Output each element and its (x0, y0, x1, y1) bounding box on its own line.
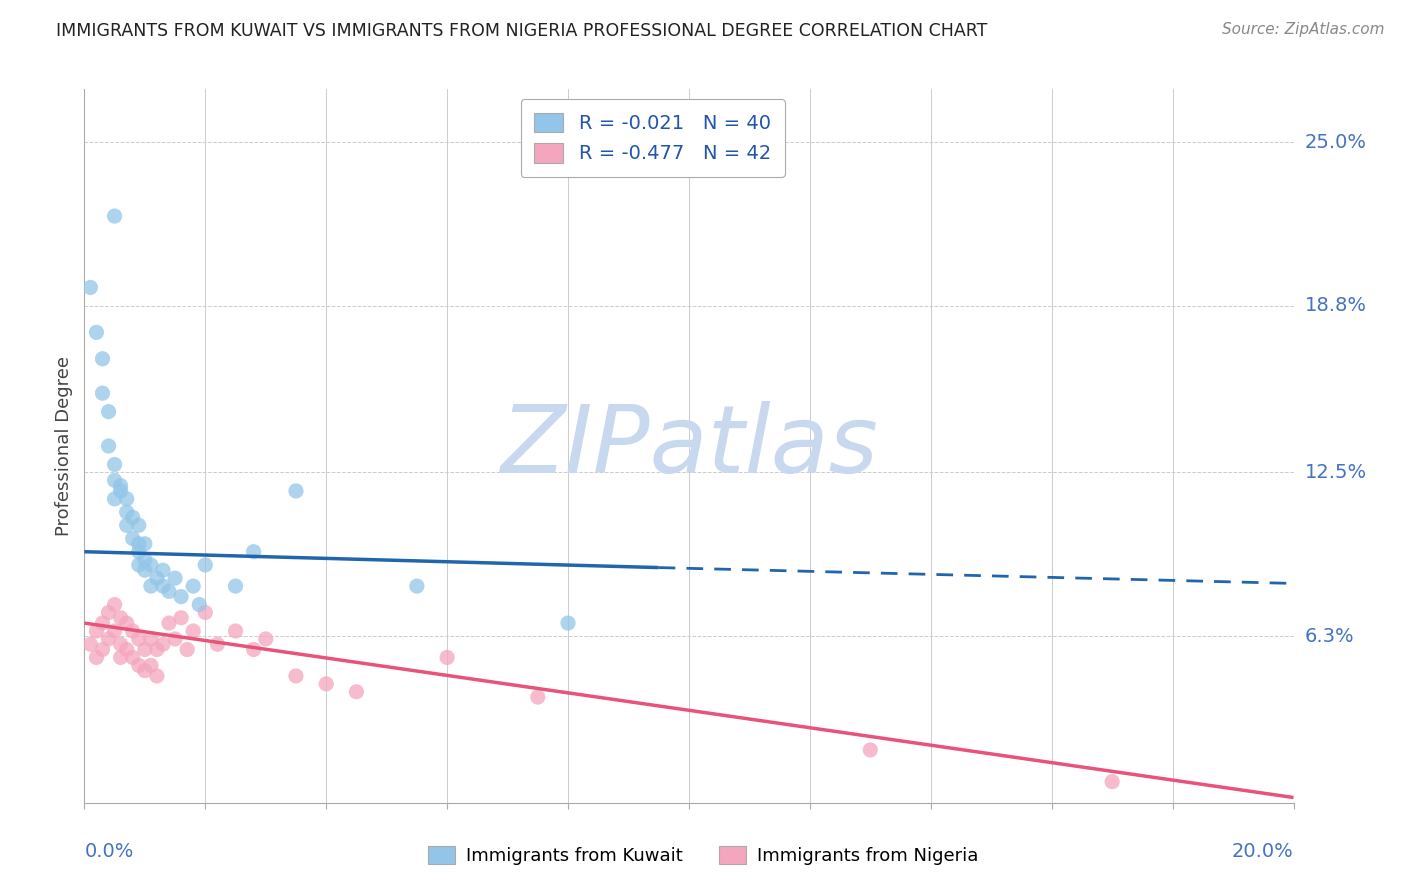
Point (188, 598, 211, 612)
Point (242, 642, 264, 657)
Text: IMMIGRANTS FROM KUWAIT VS IMMIGRANTS FROM NIGERIA PROFESSIONAL DEGREE CORRELATIO: IMMIGRANTS FROM KUWAIT VS IMMIGRANTS FRO… (56, 22, 987, 40)
Point (128, 518, 150, 533)
Point (115, 518, 138, 533)
Point (104, 474, 127, 488)
Point (152, 563, 174, 577)
Point (110, 478, 132, 492)
Point (110, 637, 132, 651)
Text: 12.5%: 12.5% (1305, 463, 1367, 482)
Point (284, 483, 308, 498)
Point (225, 579, 247, 593)
Point (86, 326, 108, 340)
Point (104, 624, 127, 638)
Point (146, 669, 169, 683)
Point (134, 552, 156, 566)
Point (225, 624, 247, 638)
Point (146, 571, 169, 585)
Point (194, 558, 217, 572)
Point (170, 611, 193, 625)
Point (128, 537, 150, 551)
Point (315, 677, 337, 691)
Point (1101, 774, 1123, 789)
Point (128, 632, 150, 646)
Text: 20.0%: 20.0% (1232, 842, 1294, 861)
Point (176, 642, 198, 657)
Point (91, 351, 114, 366)
Point (526, 690, 548, 704)
Point (157, 616, 180, 631)
Point (104, 491, 127, 506)
Point (163, 571, 186, 585)
Point (157, 584, 180, 599)
Point (859, 743, 882, 757)
Point (91, 616, 114, 631)
Point (152, 637, 174, 651)
Point (134, 537, 156, 551)
Point (121, 510, 143, 524)
Point (128, 658, 150, 673)
Point (346, 685, 368, 699)
Point (110, 483, 132, 498)
Point (128, 558, 150, 572)
Point (152, 579, 174, 593)
Point (146, 642, 169, 657)
Point (97, 404, 120, 418)
Point (181, 579, 204, 593)
Point (115, 616, 138, 631)
Point (406, 579, 429, 593)
Point (163, 632, 186, 646)
Point (139, 558, 162, 572)
Point (139, 658, 162, 673)
Point (110, 611, 132, 625)
Text: Source: ZipAtlas.com: Source: ZipAtlas.com (1222, 22, 1385, 37)
Point (104, 458, 127, 472)
Point (91, 642, 114, 657)
Y-axis label: Professional Degree: Professional Degree (55, 356, 73, 536)
Legend: R = -0.021   N = 40, R = -0.477   N = 42: R = -0.021 N = 40, R = -0.477 N = 42 (520, 99, 785, 177)
Point (97, 606, 120, 620)
Point (207, 637, 229, 651)
Point (115, 505, 138, 519)
Point (254, 632, 277, 646)
Point (181, 624, 204, 638)
Text: 18.8%: 18.8% (1305, 296, 1367, 316)
Point (128, 545, 150, 559)
Point (139, 632, 162, 646)
Text: 0.0%: 0.0% (84, 842, 134, 861)
Point (110, 650, 132, 665)
Point (121, 532, 143, 546)
Point (436, 650, 458, 665)
Text: 25.0%: 25.0% (1305, 133, 1367, 152)
Point (115, 491, 138, 506)
Point (121, 650, 143, 665)
Point (194, 606, 217, 620)
Point (242, 545, 264, 559)
Point (97, 439, 120, 453)
Point (86, 624, 108, 638)
Point (121, 624, 143, 638)
Point (79, 637, 101, 651)
Text: 6.3%: 6.3% (1305, 627, 1354, 646)
Point (104, 598, 127, 612)
Point (557, 616, 579, 631)
Point (86, 650, 108, 665)
Point (284, 669, 308, 683)
Point (104, 209, 127, 223)
Point (134, 563, 156, 577)
Point (134, 664, 156, 678)
Point (115, 642, 138, 657)
Point (134, 642, 156, 657)
Point (170, 590, 193, 604)
Legend: Immigrants from Kuwait, Immigrants from Nigeria: Immigrants from Kuwait, Immigrants from … (419, 837, 987, 874)
Point (91, 386, 114, 401)
Point (79, 280, 101, 294)
Point (139, 579, 162, 593)
Text: ZIPatlas: ZIPatlas (501, 401, 877, 491)
Point (97, 632, 120, 646)
